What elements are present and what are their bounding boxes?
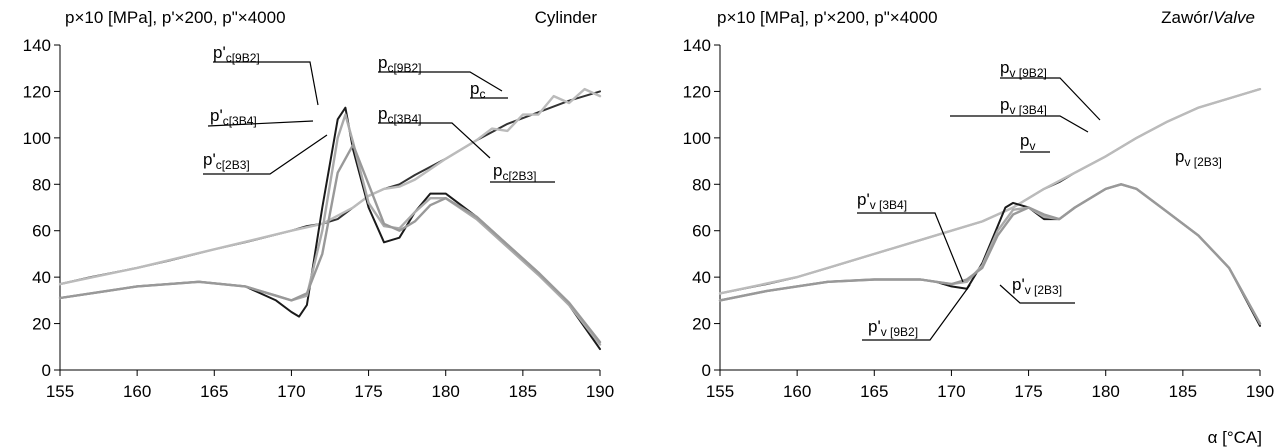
annotation-layer: pv [9B2] pv [3B4] pv pv [2B3] p'v [3B4] … (857, 58, 1222, 341)
x-tick-label: 180 (1092, 382, 1120, 401)
x-ticks: 155 160 165 170 175 180 185 190 (46, 370, 614, 401)
series-line-p-c-2b3- (58, 143, 602, 344)
y-tick-label: 0 (702, 361, 711, 380)
leader-pp-v-2b3 (999, 284, 1075, 304)
y-tick-label: 100 (683, 129, 711, 148)
label-p-v-2b3: pv [2B3] (1175, 147, 1222, 169)
leader-p-c-3b4 (378, 122, 491, 159)
series-line-p-v-2b3- (718, 183, 1262, 325)
x-tick-label: 155 (706, 382, 734, 401)
y-tick-label: 80 (32, 175, 51, 194)
x-tick-label: 160 (783, 382, 811, 401)
y-tick-label: 60 (692, 222, 711, 241)
leader-pp-c-9b2 (213, 61, 319, 106)
x-tick-label: 165 (200, 382, 228, 401)
x-ticks: 155 160 165 170 175 180 185 190 (706, 370, 1274, 401)
leader-pp-v-9b2 (862, 284, 971, 341)
x-tick-label: 175 (1014, 382, 1042, 401)
x-tick-label: 165 (860, 382, 888, 401)
leader-p-c-9b2 (378, 71, 503, 92)
y-tick-label: 60 (32, 222, 51, 241)
x-tick-label: 185 (1169, 382, 1197, 401)
chart-header: p×10 [MPa], p'×200, p"×4000 (65, 8, 286, 27)
annotation-layer: p'c[9B2] p'c[3B4] p'c[2B3] pc[9B2] pc pc… (203, 43, 555, 183)
chart-corner-label: Cylinder (535, 8, 598, 27)
chart-header: p×10 [MPa], p'×200, p"×4000 (717, 8, 938, 27)
x-tick-label: 190 (1246, 382, 1274, 401)
label-pp-v-3b4: p'v [3B4] (857, 190, 907, 212)
label-pp-c-3b4: p'c[3B4] (210, 106, 257, 128)
x-tick-label: 185 (509, 382, 537, 401)
label-pp-c-2b3: p'c[2B3] (203, 150, 250, 172)
series-line-p-v-9b2- (719, 183, 1261, 327)
label-p-v-9b2: pv [9B2] (1000, 58, 1047, 80)
x-tick-label: 175 (354, 382, 382, 401)
y-tick-label: 140 (23, 36, 51, 55)
y-tick-label: 80 (692, 175, 711, 194)
x-axis-label: α [°CA] (1208, 428, 1262, 447)
leader-pp-c-2b3 (203, 134, 328, 175)
series-line-p-v-9b2- (718, 87, 1262, 295)
chart-valve: p×10 [MPa], p'×200, p"×4000 Zawór/Valve … (683, 8, 1275, 447)
series-line-p-c-9b2- (58, 87, 602, 286)
leader-pp-v-3b4 (857, 212, 964, 283)
y-tick-label: 40 (692, 268, 711, 287)
x-tick-label: 160 (123, 382, 151, 401)
label-pp-v-2b3: p'v [2B3] (1012, 275, 1062, 297)
label-p-v-3b4: pv [3B4] (1000, 95, 1047, 117)
label-p-c-9b2: pc[9B2] (378, 53, 422, 75)
label-p-v: pv (1020, 131, 1035, 153)
series-layer (58, 87, 602, 351)
label-p-c-3b4: pc[3B4] (378, 104, 422, 126)
label-pp-v-9b2: p'v [9B2] (868, 317, 918, 339)
y-tick-label: 120 (23, 82, 51, 101)
series-line-p-v (719, 88, 1261, 295)
x-tick-label: 155 (46, 382, 74, 401)
leader-p-v-3b4 (950, 115, 1089, 133)
x-tick-label: 170 (277, 382, 305, 401)
series-line-p-c-3b4- (58, 113, 602, 346)
y-ticks: 0 20 40 60 80 100 120 140 (683, 36, 720, 380)
y-tick-label: 100 (23, 129, 51, 148)
chart-cylinder: p×10 [MPa], p'×200, p"×4000 Cylinder 0 20… (23, 8, 615, 401)
y-tick-label: 20 (32, 315, 51, 334)
series-layer (718, 87, 1262, 327)
leader-p-v-9b2 (1000, 77, 1101, 121)
chart-corner-label: Zawór/Valve (1161, 8, 1255, 27)
x-tick-label: 190 (586, 382, 614, 401)
y-tick-label: 40 (32, 268, 51, 287)
y-tick-label: 0 (42, 361, 51, 380)
leader-pp-c-3b4 (207, 120, 314, 127)
x-tick-label: 180 (432, 382, 460, 401)
y-tick-label: 120 (683, 82, 711, 101)
label-pp-c-9b2: p'c[9B2] (213, 43, 260, 65)
y-tick-label: 20 (692, 315, 711, 334)
series-line-p-c-9b2- (59, 106, 601, 351)
x-tick-label: 170 (937, 382, 965, 401)
label-p-c: pc (470, 79, 485, 101)
y-ticks: 0 20 40 60 80 100 120 140 (23, 36, 60, 380)
label-p-c-2b3: pc[2B3] (493, 161, 537, 183)
y-tick-label: 140 (683, 36, 711, 55)
axes (719, 45, 1260, 371)
